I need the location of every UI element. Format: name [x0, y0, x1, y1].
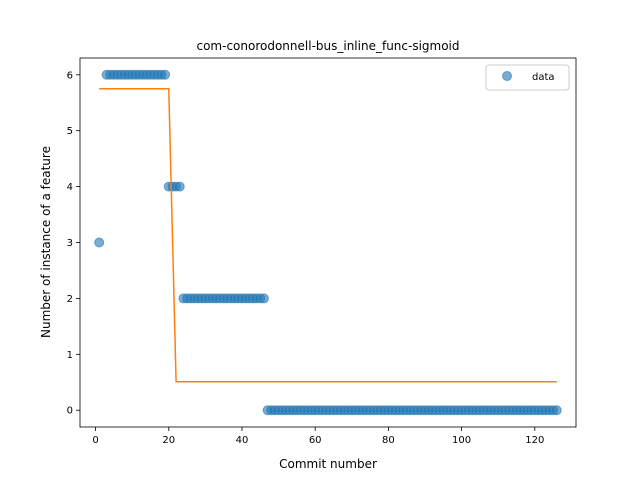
fit-line [99, 88, 557, 383]
y-tick-label: 3 [67, 238, 73, 249]
x-tick-label: 100 [452, 435, 471, 446]
legend-label-data: data [532, 72, 555, 83]
y-tick-label: 4 [67, 182, 73, 193]
x-tick-label: 80 [382, 435, 395, 446]
x-axis-ticks: 0 20 40 60 80 100 120 [92, 427, 544, 446]
x-tick-label: 0 [92, 435, 98, 446]
x-tick-label: 40 [236, 435, 249, 446]
x-tick-label: 60 [309, 435, 322, 446]
legend-box [485, 64, 570, 91]
y-axis-ticks: 0 1 2 3 4 5 6 [67, 70, 80, 417]
y-tick-label: 5 [67, 126, 73, 137]
x-tick-label: 120 [525, 435, 544, 446]
data-point [551, 405, 562, 416]
y-tick-label: 6 [67, 70, 73, 81]
legend: data [485, 64, 570, 91]
legend-marker-data [502, 71, 512, 81]
data-point [258, 293, 269, 304]
y-tick-label: 1 [67, 350, 73, 361]
data-point [94, 237, 105, 248]
data-point [174, 181, 185, 192]
y-tick-label: 2 [67, 294, 73, 305]
x-axis-label: Commit number [279, 457, 377, 471]
chart-title: com-conorodonnell-bus_inline_func-sigmoi… [196, 39, 459, 53]
data-point [160, 69, 171, 80]
marks [94, 69, 562, 416]
plot-area [80, 58, 576, 427]
x-tick-label: 20 [162, 435, 175, 446]
y-tick-label: 0 [67, 406, 73, 417]
y-axis-label: Number of instance of a feature [39, 146, 53, 338]
